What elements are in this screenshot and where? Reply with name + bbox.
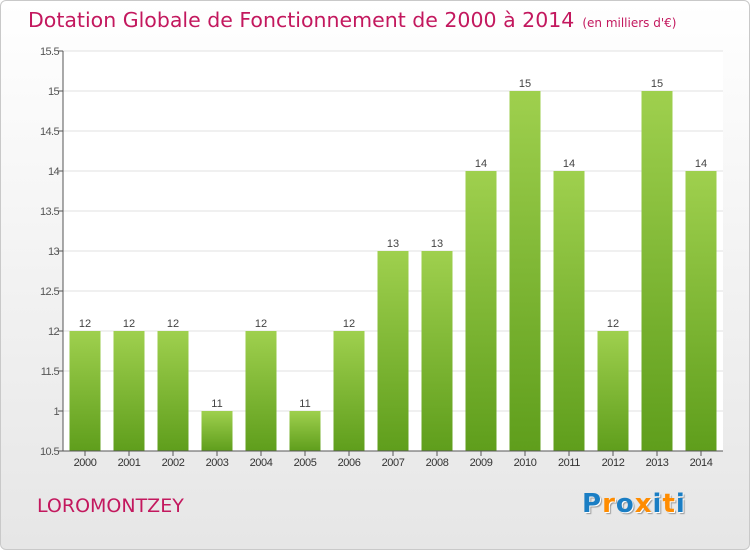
y-tick-label: 13 (48, 246, 60, 258)
y-tick-label: 14.5 (40, 126, 59, 138)
data-label-2013: 15 (651, 78, 663, 90)
y-tick-label: 12.5 (40, 286, 59, 298)
data-label-2006: 12 (343, 318, 355, 330)
logo-letter: x (634, 489, 653, 519)
x-tick-label-2001: 2001 (118, 457, 141, 469)
bar-2008 (421, 251, 453, 451)
proxiti-logo: Proxiti (582, 489, 686, 519)
data-label-2002: 12 (167, 318, 179, 330)
logo-letter: i (652, 489, 663, 519)
bar-2004 (245, 331, 277, 451)
bar-2014 (685, 171, 717, 451)
bar-2005 (289, 411, 321, 451)
y-tick-label: 11.5 (41, 366, 60, 378)
data-label-2011: 14 (563, 158, 575, 170)
chart-unit: (en milliers d'€) (582, 16, 677, 30)
y-tick-label: 15 (48, 86, 60, 98)
x-tick-label-2003: 2003 (206, 457, 229, 469)
bar-2003 (201, 411, 233, 451)
data-label-2003: 11 (211, 398, 222, 410)
bar-2001 (113, 331, 145, 451)
y-tick-label: 1 (53, 406, 59, 418)
x-tick-label-2013: 2013 (646, 457, 669, 469)
data-label-2005: 11 (299, 398, 310, 410)
logo-letter: i (675, 489, 686, 519)
data-label-2000: 12 (79, 318, 91, 330)
data-label-2008: 13 (431, 238, 443, 250)
data-label-2014: 14 (695, 158, 707, 170)
bar-2012 (597, 331, 629, 451)
data-label-2004: 12 (255, 318, 267, 330)
y-tick-label: 12 (48, 326, 60, 338)
data-label-2012: 12 (607, 318, 619, 330)
bar-2013 (641, 91, 673, 451)
chart-title-text: Dotation Globale de Fonctionnement de 20… (28, 8, 575, 32)
y-tick-label: 14 (48, 166, 60, 178)
logo-letter: P (582, 489, 603, 519)
data-label-2007: 13 (387, 238, 399, 250)
x-tick-label-2000: 2000 (74, 457, 97, 469)
data-label-2010: 15 (519, 78, 531, 90)
y-tick-label: 10.5 (40, 446, 59, 458)
x-tick-label-2002: 2002 (162, 457, 185, 469)
bar-2006 (333, 331, 365, 451)
commune-name: LOROMONTZEY (37, 495, 184, 517)
bar-2009 (465, 171, 497, 451)
x-tick-label-2008: 2008 (426, 457, 449, 469)
bar-2000 (69, 331, 101, 451)
x-tick-label-2005: 2005 (294, 457, 317, 469)
x-tick-label-2011: 2011 (558, 457, 580, 469)
y-tick-label: 15.5 (40, 46, 59, 58)
x-tick-label-2006: 2006 (338, 457, 361, 469)
chart-title: Dotation Globale de Fonctionnement de 20… (28, 8, 676, 32)
logo-letter: o (615, 489, 635, 519)
bar-2002 (157, 331, 189, 451)
x-tick-label-2012: 2012 (602, 457, 625, 469)
bar-2011 (553, 171, 585, 451)
x-tick-label-2004: 2004 (250, 457, 273, 469)
data-label-2009: 14 (475, 158, 487, 170)
x-tick-label-2010: 2010 (514, 457, 537, 469)
x-tick-label-2007: 2007 (382, 457, 405, 469)
x-tick-label-2009: 2009 (470, 457, 493, 469)
logo-letter: t (662, 489, 676, 519)
bar-2007 (377, 251, 409, 451)
logo-letter: r (602, 489, 616, 519)
data-label-2001: 12 (123, 318, 135, 330)
bar-2010 (509, 91, 541, 451)
y-tick-label: 13.5 (40, 206, 59, 218)
x-tick-label-2014: 2014 (690, 457, 713, 469)
